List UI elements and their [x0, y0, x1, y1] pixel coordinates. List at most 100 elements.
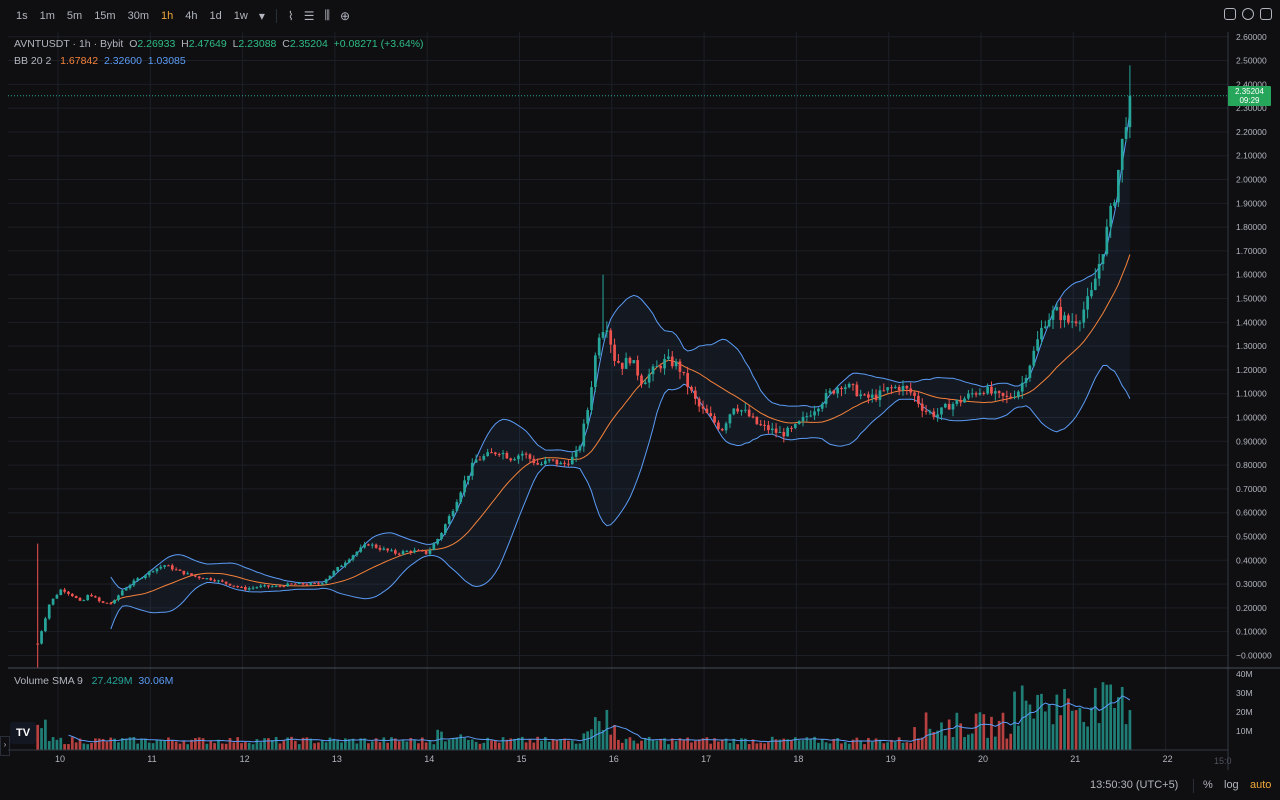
candle-body — [397, 553, 401, 555]
auto-scale-toggle[interactable]: auto — [1250, 779, 1272, 791]
volume-bar — [993, 736, 997, 750]
bar-style-icon[interactable]: ☰ — [303, 8, 315, 23]
volume-bar — [890, 739, 893, 750]
percent-toggle[interactable]: % — [1203, 779, 1213, 791]
candle-body — [474, 459, 478, 463]
volume-legend[interactable]: Volume SMA 9 27.429M 30.06M — [14, 675, 173, 687]
volume-bar — [1097, 723, 1101, 750]
volume-bar — [267, 738, 270, 750]
candle-body — [897, 386, 901, 391]
volume-bar — [359, 738, 363, 750]
volume-bar — [586, 731, 589, 750]
bb-legend[interactable]: BB 20 2 1.67842 2.32600 1.03085 — [14, 55, 186, 67]
volume-bar — [405, 741, 409, 750]
volume-bar — [720, 739, 724, 750]
volume-bar — [490, 740, 493, 750]
candle-body — [843, 387, 847, 390]
candle-body — [151, 571, 155, 573]
volume-bar — [236, 737, 240, 750]
candle-body — [267, 585, 270, 587]
candle-body — [678, 361, 682, 372]
candle-body — [847, 383, 851, 388]
timeframe-1d[interactable]: 1d — [209, 9, 222, 22]
timeframe-1s[interactable]: 1s — [16, 9, 28, 22]
volume-bar — [224, 743, 228, 750]
volume-bar — [463, 738, 466, 750]
timeframe-30m[interactable]: 30m — [127, 9, 149, 22]
volume-bar — [1001, 712, 1005, 750]
timeframe-15m[interactable]: 15m — [94, 9, 116, 22]
chevron-right-icon[interactable]: › — [0, 736, 10, 756]
timeframe-5m[interactable]: 5m — [66, 9, 83, 22]
candle-body — [94, 596, 97, 598]
clock-time[interactable]: 13:50:30 (UTC+5) — [1090, 779, 1179, 791]
volume-bar — [1128, 710, 1132, 750]
candle-body — [351, 555, 355, 560]
bar-countdown: 09:29 — [1239, 96, 1260, 105]
volume-bar — [655, 740, 659, 750]
settings-icon[interactable] — [1242, 8, 1254, 20]
volume-bar — [394, 738, 397, 750]
volume-bar — [928, 728, 932, 750]
timeframe-1m[interactable]: 1m — [39, 9, 55, 22]
volume-bar — [351, 738, 355, 750]
candle-body — [463, 480, 466, 493]
volume-label: Volume SMA 9 — [14, 675, 83, 687]
candle-body — [1024, 377, 1028, 383]
candle-body — [713, 416, 716, 423]
volume-bar — [82, 743, 86, 750]
log-toggle[interactable]: log — [1224, 779, 1239, 791]
volume-bar — [163, 740, 166, 750]
close-label: C — [282, 38, 290, 50]
volume-bar — [340, 742, 343, 750]
candle-body — [432, 543, 436, 551]
volume-bar — [178, 743, 182, 750]
volume-bar — [447, 739, 451, 750]
camera-icon[interactable] — [1224, 8, 1236, 20]
volume-bar — [740, 738, 743, 750]
candle-body — [782, 432, 786, 437]
volume-bar — [424, 742, 428, 750]
volume-bar — [663, 738, 666, 750]
volume-bar — [509, 738, 513, 750]
candle-body — [893, 386, 897, 388]
candle-body — [1067, 315, 1070, 323]
volume-bar — [647, 736, 651, 750]
candle-body — [163, 565, 166, 567]
candle-body — [394, 550, 397, 554]
candle-body — [1063, 315, 1066, 321]
add-icon[interactable]: ⊕ — [340, 8, 351, 23]
candle-body — [1051, 310, 1055, 320]
candle-body — [359, 547, 363, 552]
candle-body — [824, 393, 828, 404]
candle-body — [628, 357, 632, 364]
candle-body — [620, 362, 624, 369]
time-tick-label: 15 — [517, 754, 527, 764]
timeframe-1h[interactable]: 1h — [161, 9, 174, 22]
candle-body — [190, 573, 193, 576]
volume-sma-value: 30.06M — [138, 675, 174, 687]
candle-body — [790, 427, 793, 429]
volume-bar — [451, 738, 455, 750]
volume-bar — [770, 736, 774, 750]
candle-body — [1005, 395, 1009, 397]
tradingview-logo[interactable]: TV — [10, 722, 36, 744]
candle-body — [943, 403, 947, 408]
candle-body — [1059, 306, 1063, 321]
candle-body — [955, 399, 959, 405]
candle-body — [247, 588, 251, 590]
fullscreen-icon[interactable] — [1260, 8, 1272, 20]
volume-bar — [259, 742, 263, 750]
candle-body — [570, 456, 574, 465]
chevron-down-icon[interactable]: ▾ — [258, 8, 265, 23]
candle-body — [459, 492, 463, 502]
indicators-icon[interactable]: ⌇ — [287, 8, 294, 23]
compare-icon[interactable]: ⫼ — [324, 8, 330, 22]
volume-bar — [390, 737, 393, 750]
timeframe-1w[interactable]: 1w — [233, 9, 248, 22]
price-tick-label: 0.80000 — [1236, 460, 1267, 470]
timeframe-4h[interactable]: 4h — [185, 9, 198, 22]
symbol-name[interactable]: AVNTUSDT — [14, 38, 70, 50]
open-value: 2.26933 — [137, 38, 176, 50]
